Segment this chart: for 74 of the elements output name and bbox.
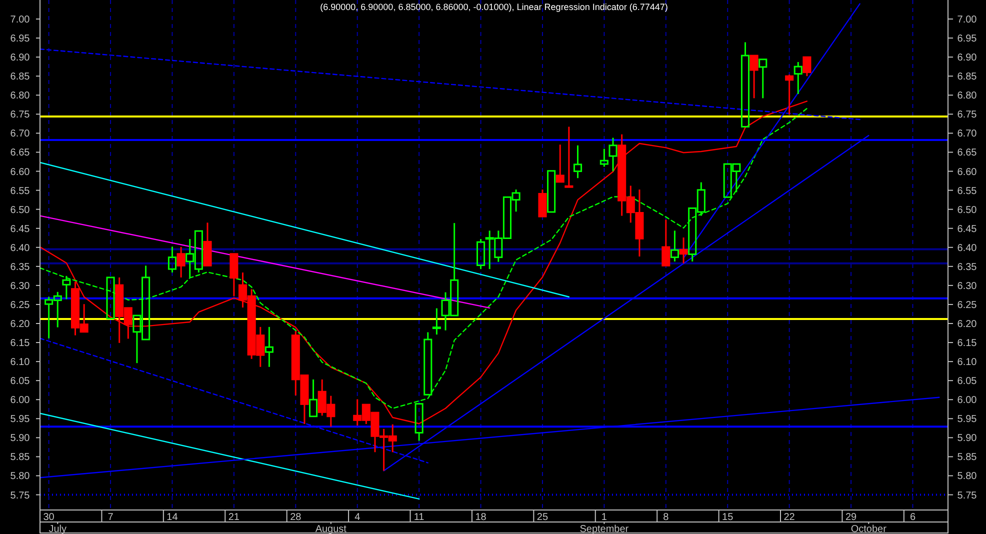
y2-tick-label: 6.90	[957, 52, 978, 64]
y2-tick-label: 6.95	[957, 34, 978, 45]
y2-tick-label: 6.70	[957, 128, 978, 140]
y-tick-label: 5.90	[10, 433, 30, 444]
y-tick-label: 6.75	[10, 110, 30, 121]
y2-tick-label: 6.00	[957, 395, 978, 406]
y-tick-label: 7.00	[10, 14, 30, 26]
y-tick-label: 6.05	[10, 376, 30, 388]
x-tick-label: 25	[536, 512, 548, 523]
x-tick-label: 1	[601, 512, 608, 523]
y2-tick-label: 6.75	[957, 110, 978, 121]
x2-tick-label: October	[850, 524, 888, 534]
y-tick-label: 6.55	[10, 186, 30, 197]
x-tick-label: 7	[108, 512, 114, 523]
y-tick-label: 6.20	[10, 319, 30, 330]
y-tick-label: 6.15	[10, 338, 30, 350]
y2-tick-label: 6.50	[957, 204, 978, 216]
y-tick-label: 6.40	[10, 242, 30, 254]
y2-tick-label: 5.95	[957, 414, 978, 426]
y2-tick-label: 6.85	[957, 72, 978, 83]
y2-tick-label: 5.85	[957, 452, 978, 464]
x2-tick-label: September	[580, 524, 630, 534]
y2-tick-label: 6.25	[957, 300, 978, 311]
y2-tick-label: 6.20	[957, 319, 978, 330]
x-tick-label: 11	[414, 512, 425, 523]
y-tick-label: 6.80	[10, 90, 30, 102]
y2-tick-label: 6.65	[957, 148, 978, 159]
y2-tick-label: 6.30	[957, 280, 978, 292]
x-tick-label: 22	[784, 512, 796, 523]
y-tick-label: 6.00	[10, 395, 30, 406]
y-tick-label: 6.95	[10, 34, 30, 45]
y-tick-label: 6.45	[10, 224, 30, 235]
y2-tick-label: 5.90	[957, 433, 978, 444]
x-tick-label: 6	[910, 512, 916, 523]
y-tick-label: 6.30	[10, 280, 30, 292]
x-tick-label: 8	[663, 512, 670, 523]
y2-tick-label: 6.35	[957, 262, 978, 273]
x-tick-label: 15	[722, 512, 734, 523]
y-tick-label: 6.10	[10, 357, 30, 368]
y-tick-label: 6.85	[10, 72, 30, 83]
x-tick-label: 21	[228, 512, 240, 523]
y2-tick-label: 6.60	[957, 166, 978, 178]
y2-tick-label: 6.45	[957, 224, 978, 235]
x2-tick-label: July	[48, 524, 67, 534]
y-tick-label: 6.65	[10, 148, 30, 159]
y-tick-label: 5.95	[10, 414, 30, 426]
y-tick-label: 6.60	[10, 166, 30, 178]
y2-tick-label: 6.80	[957, 90, 978, 102]
y-tick-label: 6.90	[10, 52, 30, 64]
x-tick-label: 30	[43, 512, 55, 523]
y-tick-label: 5.75	[10, 490, 30, 502]
x-tick-label: 28	[290, 512, 302, 523]
y-tick-label: 5.80	[10, 471, 30, 482]
x-tick-label: 14	[166, 512, 178, 523]
y2-tick-label: 5.75	[957, 490, 978, 502]
y2-tick-label: 6.15	[957, 338, 978, 350]
y2-tick-label: 6.10	[957, 357, 978, 368]
y-tick-label: 6.35	[10, 262, 30, 273]
y2-tick-label: 6.55	[957, 186, 978, 197]
y2-tick-label: 6.40	[957, 242, 978, 254]
y-tick-label: 6.70	[10, 128, 30, 140]
y2-tick-label: 5.80	[957, 471, 978, 482]
y-tick-label: 6.50	[10, 204, 30, 216]
chart-title: (6.90000, 6.90000, 6.85000, 6.86000, -0.01000), Linear Regression Indicator (6.77447)	[320, 2, 668, 12]
x-tick-label: 29	[845, 512, 858, 523]
y-tick-label: 5.85	[10, 452, 30, 464]
candlestick	[264, 326, 274, 368]
candlestick	[679, 236, 688, 264]
y2-tick-label: 6.05	[957, 376, 978, 388]
x-tick-label: 18	[475, 512, 487, 523]
x-tick-label: 4	[354, 512, 361, 523]
y-tick-label: 6.25	[10, 300, 30, 311]
y2-tick-label: 7.00	[957, 14, 978, 26]
x2-tick-label: August	[315, 524, 347, 534]
